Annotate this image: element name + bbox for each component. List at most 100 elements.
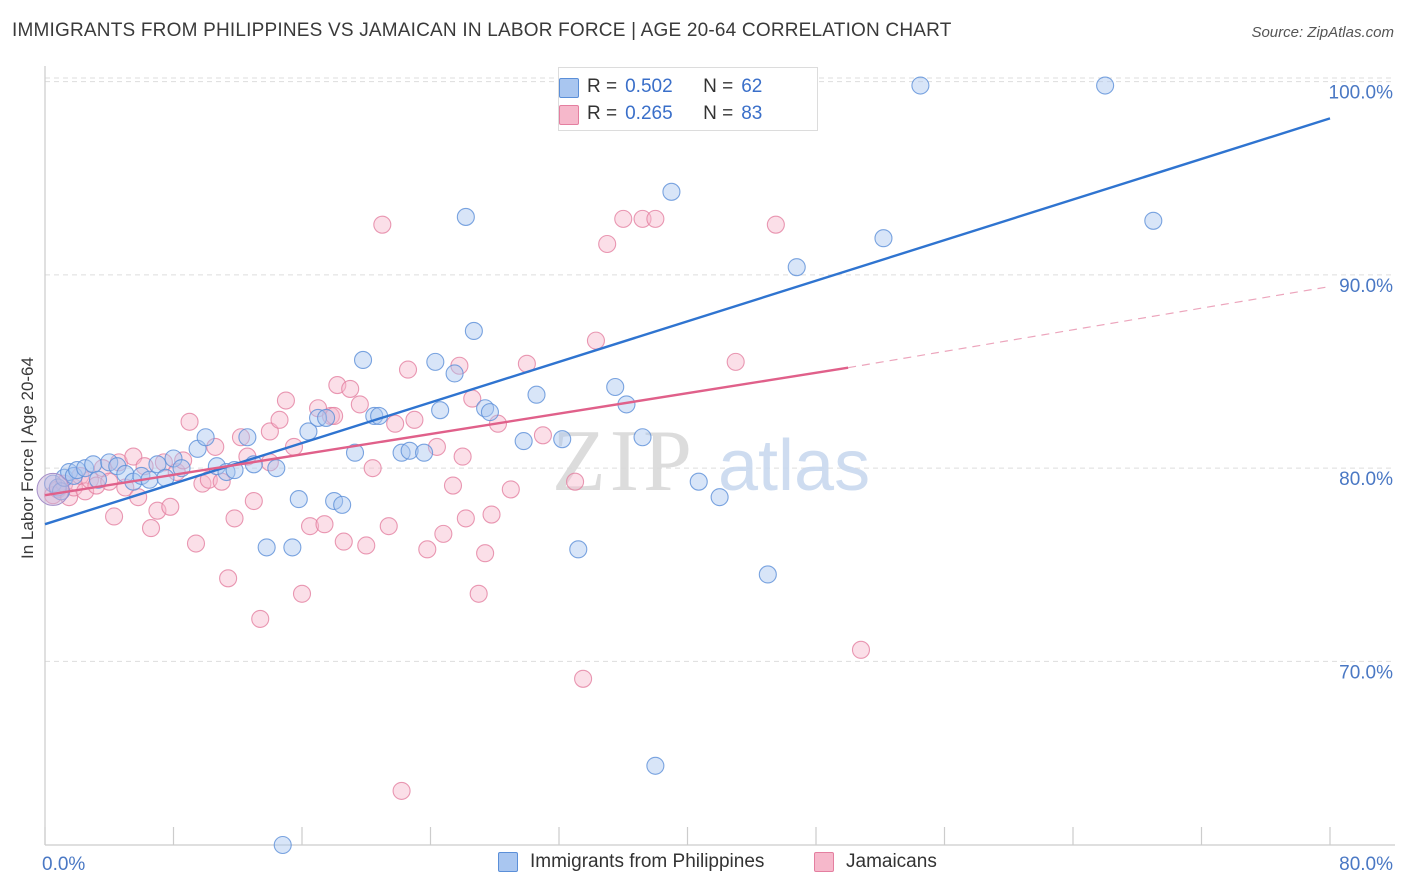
point-jamaicans (726, 352, 745, 371)
point-philippines (662, 182, 681, 201)
tick-labels: 70.0% 80.0% 90.0% 100.0% 0.0% 80.0% (42, 83, 1393, 875)
point-philippines (633, 428, 652, 447)
legend-r-value: 0.265 (625, 103, 673, 124)
trend-line-jamaicans-extension (848, 285, 1331, 369)
bottom-legend-label-jamaicans: Jamaicans (846, 851, 937, 872)
point-jamaicans (443, 476, 463, 495)
point-jamaicans (476, 544, 495, 563)
point-jamaicans (533, 426, 552, 445)
point-philippines (273, 835, 292, 855)
point-philippines (514, 432, 533, 451)
point-philippines (283, 538, 302, 557)
point-philippines (88, 470, 108, 489)
trend-line-philippines (44, 117, 1331, 526)
point-jamaicans (206, 437, 225, 456)
point-philippines (874, 229, 893, 248)
point-philippines (646, 756, 665, 775)
legend-row-jamaicans: R = 0.265 N = 83 (559, 102, 763, 126)
point-jamaicans (566, 472, 585, 491)
point-jamaicans (851, 640, 871, 659)
point-philippines (689, 472, 708, 491)
point-philippines (569, 540, 588, 559)
legend-row-philippines: R = 0.502 N = 62 (559, 75, 763, 99)
point-philippines (289, 490, 308, 509)
legend: R = 0.502 N = 62 R = 0.265 N = 83 (558, 67, 818, 131)
point-jamaicans (363, 459, 382, 478)
point-philippines (267, 459, 286, 478)
point-philippines (527, 385, 546, 404)
point-philippines (84, 455, 103, 474)
watermark: ZIP atlas (552, 413, 870, 510)
point-jamaicans (292, 584, 312, 603)
bottom-legend-swatch-philippines (498, 852, 518, 872)
bottom-legend-swatch-jamaicans (814, 852, 834, 872)
point-jamaicans (315, 515, 334, 534)
point-jamaicans (251, 609, 270, 628)
point-jamaicans (161, 497, 180, 516)
y-tick-label: 80.0% (1339, 469, 1393, 490)
point-jamaicans (357, 536, 376, 555)
point-philippines (710, 488, 729, 507)
point-philippines (911, 76, 930, 95)
x-tick-label: 0.0% (42, 854, 85, 875)
point-cluster (36, 472, 70, 506)
point-philippines (317, 408, 336, 427)
point-jamaicans (598, 234, 617, 254)
point-jamaicans (141, 519, 161, 538)
watermark-atlas: atlas (718, 426, 870, 506)
point-jamaicans (586, 331, 605, 350)
point-jamaicans (276, 391, 295, 410)
point-jamaicans (453, 447, 472, 466)
point-jamaicans (244, 491, 263, 511)
point-philippines (431, 401, 450, 420)
source-credit: Source: ZipAtlas.com (1251, 24, 1394, 41)
point-philippines (196, 428, 215, 447)
point-philippines (456, 207, 475, 226)
legend-r-key: R = (587, 103, 618, 124)
watermark-zip: ZIP (552, 413, 696, 510)
point-jamaicans (341, 379, 360, 398)
legend-n-value: 62 (741, 76, 763, 97)
legend-r-value: 0.502 (625, 76, 673, 97)
point-jamaicans (334, 532, 353, 551)
data-points (36, 76, 1163, 855)
point-philippines (148, 455, 167, 474)
point-philippines (758, 565, 777, 584)
point-jamaicans (434, 524, 453, 543)
point-jamaicans (646, 209, 665, 228)
legend-swatch-jamaicans (559, 105, 579, 125)
point-philippines (353, 350, 373, 369)
point-jamaicans (154, 453, 173, 472)
bottom-legend-label-philippines: Immigrants from Philippines (530, 851, 765, 872)
point-jamaicans (398, 360, 418, 379)
point-philippines (238, 428, 257, 447)
point-jamaicans (614, 209, 633, 228)
point-jamaicans (270, 410, 289, 429)
legend-n-key: N = (703, 76, 734, 97)
point-jamaicans (225, 509, 244, 528)
legend-r-key: R = (587, 76, 618, 97)
point-jamaicans (482, 505, 501, 524)
point-jamaicans (231, 428, 251, 447)
point-jamaicans (469, 584, 488, 603)
point-jamaicans (456, 509, 475, 528)
point-jamaicans (418, 540, 437, 559)
point-jamaicans (186, 534, 206, 553)
point-jamaicans (766, 215, 785, 234)
legend-swatch-philippines (559, 78, 579, 98)
y-tick-label: 90.0% (1339, 276, 1393, 297)
point-jamaicans (633, 209, 652, 228)
bottom-legend-jamaicans: Jamaicans (814, 851, 937, 873)
y-tick-label: 70.0% (1339, 662, 1393, 683)
point-philippines (333, 495, 352, 514)
y-tick-label: 100.0% (1329, 83, 1394, 104)
axes (44, 66, 1395, 846)
point-jamaicans (350, 395, 369, 414)
legend-n-key: N = (703, 103, 734, 124)
point-jamaicans (260, 422, 279, 441)
point-philippines (445, 364, 464, 383)
x-tick-label: 80.0% (1339, 854, 1393, 875)
trend-line-jamaicans (44, 366, 849, 497)
legend-n-value: 83 (741, 103, 763, 124)
